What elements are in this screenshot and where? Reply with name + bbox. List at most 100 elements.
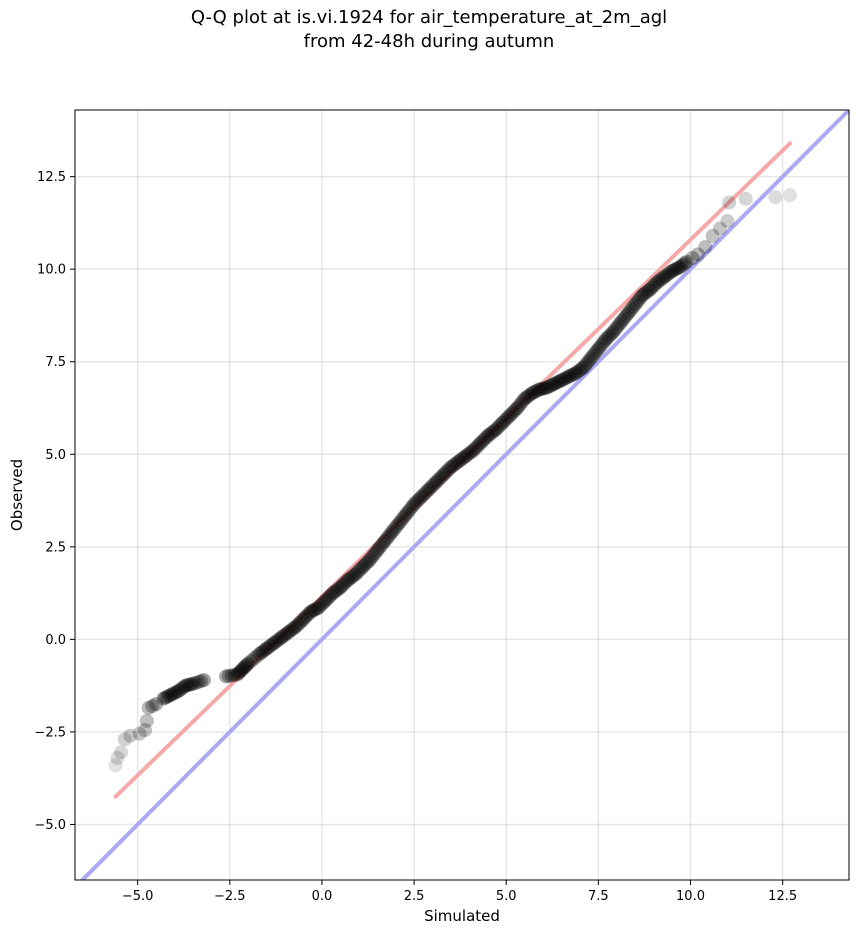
data-point	[408, 495, 423, 510]
data-point	[552, 374, 567, 389]
data-point	[268, 634, 283, 649]
data-point	[419, 484, 434, 499]
y-tick-label: 0.0	[45, 633, 66, 648]
data-point	[348, 567, 363, 582]
chart-title: Q-Q plot at is.vi.1924 for air_temperatu…	[0, 6, 858, 54]
data-point	[176, 680, 191, 695]
data-point	[674, 258, 689, 273]
data-point	[455, 451, 469, 466]
ticks: −5.0 −2.5 0.0 2.5 5.0 7.5 10.0 12.5 −5.0 −2.5 0.0 2…	[34, 170, 797, 904]
data-point	[174, 681, 189, 696]
data-point	[440, 463, 455, 478]
data-point	[456, 450, 471, 465]
data-point	[230, 667, 245, 682]
data-point	[631, 292, 646, 307]
data-point	[655, 270, 670, 285]
data-point	[484, 425, 499, 440]
data-point	[298, 610, 313, 625]
data-point	[595, 337, 610, 352]
data-point	[467, 441, 482, 456]
data-point	[184, 677, 199, 692]
data-point	[722, 195, 737, 210]
data-point	[418, 486, 433, 501]
data-point	[548, 376, 563, 391]
data-point	[451, 454, 466, 469]
data-point	[648, 276, 663, 291]
data-point	[690, 247, 705, 262]
data-point	[138, 723, 153, 738]
x-tick-label: 10.0	[676, 889, 705, 904]
data-point	[624, 301, 639, 316]
data-point	[473, 436, 488, 451]
data-point	[530, 383, 545, 398]
data-point	[231, 666, 246, 681]
data-point	[453, 453, 468, 468]
data-point	[567, 366, 582, 381]
data-point	[270, 633, 285, 648]
data-point	[421, 482, 436, 497]
data-point	[227, 668, 242, 683]
data-point	[407, 497, 422, 512]
data-point	[357, 558, 372, 573]
data-point	[619, 308, 634, 323]
data-point	[145, 699, 160, 714]
data-point	[337, 576, 352, 591]
data-point	[287, 620, 302, 635]
data-point	[554, 373, 569, 388]
data-point	[654, 272, 669, 287]
data-point	[572, 363, 587, 378]
data-point	[536, 381, 551, 396]
data-point	[490, 421, 505, 436]
data-point	[504, 406, 519, 421]
data-point	[670, 261, 685, 276]
data-point	[410, 493, 425, 508]
data-point	[499, 412, 514, 427]
data-point	[768, 189, 783, 204]
data-point	[469, 439, 484, 454]
data-point	[556, 372, 571, 387]
data-point	[338, 574, 353, 589]
y-tick-label: 10.0	[37, 263, 66, 278]
x-tick-label: 7.5	[588, 889, 609, 904]
data-point	[569, 365, 584, 380]
data-point	[149, 697, 164, 712]
data-point	[322, 589, 337, 604]
data-point	[587, 346, 602, 361]
data-point	[185, 676, 200, 691]
data-point	[589, 344, 604, 359]
data-point	[705, 228, 720, 243]
data-point	[429, 475, 444, 490]
data-point	[596, 334, 611, 349]
data-point	[388, 520, 403, 535]
data-point	[224, 668, 239, 683]
data-point	[466, 443, 481, 458]
data-point	[194, 674, 209, 689]
data-point	[232, 664, 247, 679]
data-point	[523, 387, 538, 402]
data-point	[578, 357, 593, 372]
data-point	[416, 488, 431, 502]
data-point	[661, 266, 676, 281]
data-point	[342, 571, 357, 586]
data-point	[521, 388, 536, 403]
data-point	[257, 643, 272, 658]
data-point	[259, 641, 274, 656]
data-point	[480, 428, 495, 443]
data-point	[677, 256, 692, 271]
data-point	[604, 326, 619, 341]
data-point	[637, 286, 652, 301]
data-point	[160, 689, 175, 704]
data-point	[486, 424, 501, 439]
data-point	[278, 627, 293, 642]
data-point	[386, 522, 401, 537]
data-point	[630, 295, 645, 310]
data-point	[327, 584, 342, 599]
grid	[75, 110, 849, 880]
data-point	[615, 313, 630, 328]
data-point	[305, 603, 320, 618]
data-point	[431, 473, 446, 488]
data-point	[234, 663, 249, 678]
data-point	[517, 391, 532, 406]
data-point	[534, 382, 549, 397]
